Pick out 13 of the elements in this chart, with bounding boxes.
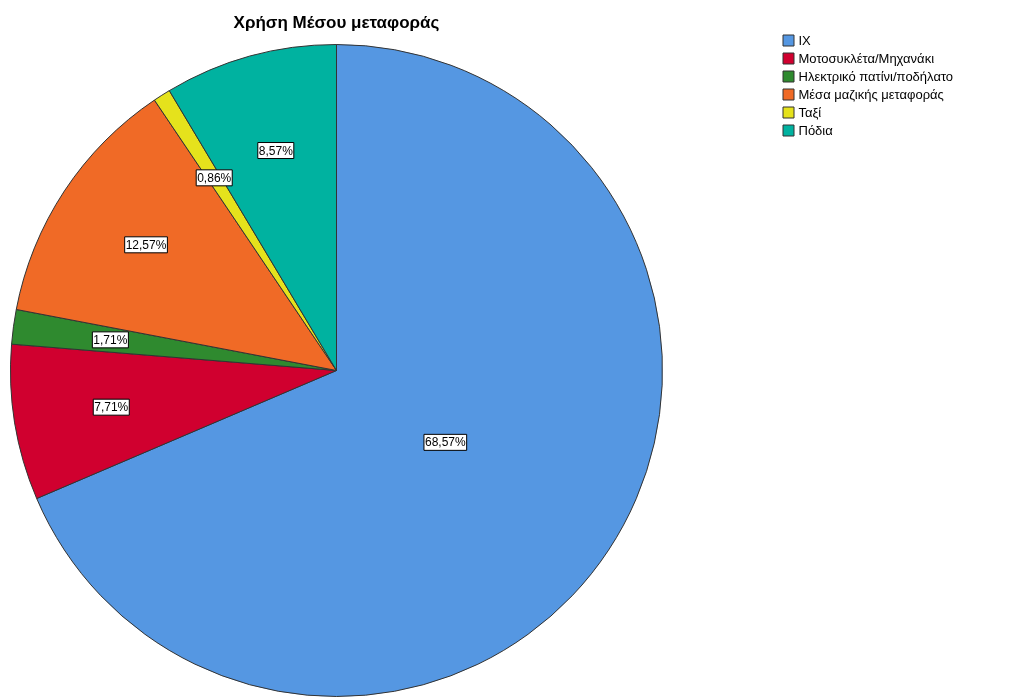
data-label: 12,57% [125, 237, 167, 252]
legend-label: Πόδια [798, 123, 834, 138]
data-label: 1,71% [93, 332, 128, 347]
data-label: 7,71% [94, 400, 129, 415]
legend-label: ΙΧ [798, 33, 812, 48]
legend-label: Ηλεκτρικό πατίνι/ποδήλατο [798, 69, 954, 84]
legend-label: Μοτοσυκλέτα/Μηχανάκι [798, 51, 935, 66]
data-label: 8,57% [258, 143, 294, 158]
legend-label: Ταξί [798, 105, 822, 120]
chart-title: Χρήση Μέσου μεταφοράς [233, 13, 440, 32]
data-label: 68,57% [424, 435, 466, 450]
data-label: 0,86% [197, 170, 232, 185]
legend-label: Μέσα μαζικής μεταφοράς [798, 87, 944, 102]
